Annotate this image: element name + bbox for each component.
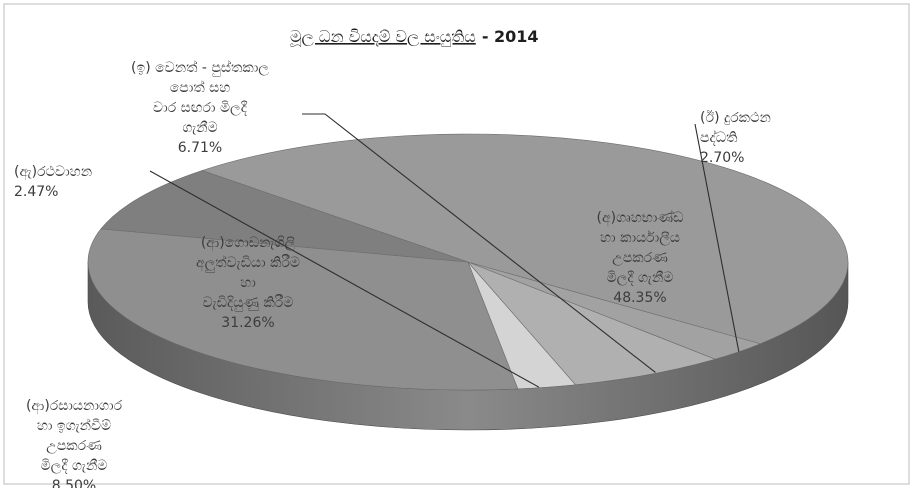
pie-slice-5 <box>100 170 469 263</box>
slice-label-line: (ආ)රසායනාගාර <box>26 398 123 415</box>
slice-percent-label: 48.35% <box>613 290 666 306</box>
slice-label-line: අලුත්වැඩියා කිරීම <box>196 255 300 273</box>
slice-label-4: (අ)ගෘහභාණ්ඩ හා කාර්යාලීය උපකරණ මිලදී ගැනීම 4… <box>597 210 684 306</box>
slice-label-line: මිලදී ගැනීම <box>41 458 108 474</box>
pie-top <box>87 133 849 391</box>
slice-label-0: (ආ)ගොඩනැගිලි අලුත්වැඩියා කිරීම හා වැඩිදියුණ… <box>196 235 300 331</box>
slice-percent-label: 31.26% <box>221 315 274 331</box>
slice-label-line: (ඉ) වෙනත් - පුස්තකාල <box>131 60 269 77</box>
slice-label-line: වැඩිදියුණු කිරීම <box>203 295 294 312</box>
slice-label-line: හා ඉගැන්වීම් <box>37 418 111 434</box>
slice-label-line: උපකරණ <box>612 250 668 266</box>
slice-label-2: (ඉ) වෙනත් - පුස්තකාල පොත් සහ වාර සඟරා මිලද… <box>131 60 269 156</box>
slice-labels: (ආ)ගොඩනැගිලි අලුත්වැඩියා කිරීම හා වැඩිදියුණ… <box>14 60 771 488</box>
slice-label-1: (ඇ)රථවාහන 2.47% <box>14 164 92 200</box>
pie-slice-4 <box>201 133 849 345</box>
chart-title: මූල ධන වියදම් වල සංයුතිය - 2014 <box>290 27 539 47</box>
slice-percent-label: 2.47% <box>14 184 58 200</box>
leader-line-2 <box>302 113 656 373</box>
slice-label-line: (ආ)ගොඩනැගිලි <box>201 235 296 252</box>
slice-label-line: වාර සඟරා මිලදී <box>153 100 248 116</box>
slice-label-line: මිලදී ගැනීම <box>607 270 674 286</box>
slice-label-line: පොත් සහ <box>170 80 231 96</box>
slice-label-line: හා කාර්යාලීය <box>600 230 680 246</box>
slice-label-line: (ඊ) දුරකථන <box>700 110 771 126</box>
leader-line-1 <box>149 170 540 388</box>
pie-slice-2 <box>467 261 717 386</box>
slice-percent-label: 2.70% <box>700 150 744 166</box>
leader-line-3 <box>694 123 740 352</box>
leader-lines <box>149 113 740 388</box>
slice-label-line: ගැනීම <box>182 120 217 136</box>
slice-label-line: පද්ධති <box>700 130 738 146</box>
slice-label-5: (ආ)රසායනාගාර හා ඉගැන්වීම් උපකරණ මිලදී ගැනීම… <box>26 398 123 488</box>
pie-slice-0 <box>87 228 519 391</box>
slice-label-line: උපකරණ <box>46 438 102 454</box>
slice-label-3: (ඊ) දුරකථන පද්ධති 2.70% <box>700 110 771 166</box>
slice-label-line: (ඇ)රථවාහන <box>14 164 92 181</box>
slice-percent-label: 6.71% <box>178 140 222 156</box>
slice-label-line: හා <box>240 275 256 291</box>
slice-label-line: (අ)ගෘහභාණ්ඩ <box>597 210 684 227</box>
slice-percent-label: 8.50% <box>52 478 96 488</box>
